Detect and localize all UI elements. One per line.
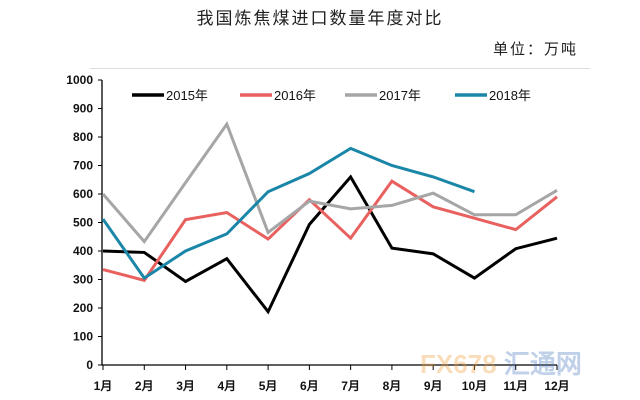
x-tick-label: 8月 (383, 379, 402, 393)
y-tick-label: 400 (73, 244, 93, 258)
x-tick-label: 5月 (259, 379, 278, 393)
y-tick-label: 900 (73, 102, 93, 116)
x-tick-label: 4月 (217, 379, 236, 393)
watermark-text: FX678 (420, 349, 497, 379)
y-tick-label: 100 (73, 330, 93, 344)
y-tick-label: 1000 (66, 73, 93, 87)
x-tick-label: 12月 (544, 379, 569, 393)
series-line-2018年 (101, 146, 475, 281)
x-tick-label: 9月 (424, 379, 443, 393)
watermark: FX678 汇通网 (420, 344, 582, 381)
watermark-text-cn: 汇通网 (503, 349, 582, 379)
legend-label: 2015年 (166, 88, 208, 103)
x-tick-label: 11月 (503, 379, 528, 393)
x-tick-label: 3月 (176, 379, 195, 393)
unit-label: 单位：万吨 (492, 40, 578, 58)
series-line-2016年 (102, 179, 558, 283)
x-tick-label: 10月 (462, 379, 487, 393)
legend-label: 2016年 (274, 88, 316, 103)
y-tick-label: 0 (86, 358, 93, 372)
x-tick-label: 6月 (300, 379, 319, 393)
y-tick-label: 800 (73, 130, 93, 144)
x-tick-label: 7月 (341, 379, 360, 393)
chart-title: 我国炼焦煤进口数量年度对比 (196, 9, 444, 29)
x-tick-label: 1月 (94, 379, 113, 393)
divider (90, 68, 590, 69)
legend-label: 2017年 (379, 88, 421, 103)
y-tick-label: 500 (73, 216, 93, 230)
x-tick-label: 2月 (135, 379, 154, 393)
y-tick-label: 300 (73, 273, 93, 287)
series-line-2015年 (102, 174, 558, 315)
y-tick-label: 600 (73, 187, 93, 201)
y-tick-label: 700 (73, 159, 93, 173)
series-line-2017年 (101, 121, 558, 245)
y-tick-label: 200 (73, 301, 93, 315)
legend-label: 2018年 (489, 88, 531, 103)
